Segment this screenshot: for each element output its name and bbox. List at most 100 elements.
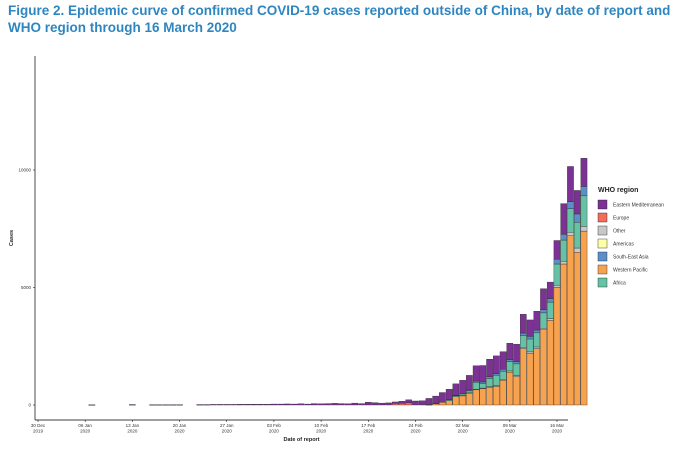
bar-segment <box>520 348 527 406</box>
x-tick-label: 06 Jan <box>78 423 92 428</box>
bar-segment <box>506 359 514 362</box>
bar-segment <box>412 400 419 406</box>
bar-segment <box>196 404 204 406</box>
x-tick-label: 16 Mar <box>550 423 565 428</box>
bar-segment <box>573 247 581 253</box>
x-tick-year: 2020 <box>458 429 469 434</box>
bar-segment <box>520 347 527 349</box>
bar-segment <box>486 387 493 406</box>
x-tick-label: 02 Mar <box>456 423 471 428</box>
x-tick-year: 2020 <box>175 429 186 434</box>
bar-segment <box>149 404 156 406</box>
legend-swatch <box>597 225 608 236</box>
bar-segment <box>331 403 338 406</box>
bar-segment <box>526 338 534 353</box>
x-tick-label: 24 Feb <box>408 423 423 428</box>
bar-segment <box>533 332 541 348</box>
bar-segment <box>263 404 271 406</box>
bar-segment <box>338 403 345 406</box>
bar-segment <box>230 404 237 406</box>
x-tick-year: 2020 <box>316 429 327 434</box>
bar-segment <box>479 383 487 389</box>
x-tick-year: 2020 <box>127 429 138 434</box>
bar-segment <box>162 404 170 406</box>
bar-segment <box>553 263 561 286</box>
bar-segment <box>526 336 534 340</box>
bar-segment <box>445 389 453 401</box>
bar-segment <box>479 381 487 384</box>
bar-segment <box>223 404 231 406</box>
bar-segment <box>526 319 534 337</box>
bar-segment <box>513 376 520 406</box>
legend-swatch <box>597 251 608 262</box>
bar-segment <box>506 343 514 360</box>
bar-segment <box>540 329 547 406</box>
bar-segment <box>553 240 561 260</box>
bar-segment <box>506 371 514 406</box>
bar-segment <box>520 332 527 336</box>
bar-segment <box>209 404 217 406</box>
bar-segment <box>580 186 588 197</box>
bar-segment <box>560 203 568 235</box>
bar-segment <box>580 158 588 187</box>
bar-segment <box>546 301 554 319</box>
bar-segment <box>520 335 527 348</box>
bar-segment <box>405 402 412 406</box>
y-tick-label: 5000 <box>21 285 32 290</box>
bar-segment <box>466 375 473 391</box>
bar-segment <box>567 201 574 209</box>
bar-segment <box>513 343 520 362</box>
bar-segment <box>533 329 541 334</box>
bar-segment <box>391 403 399 406</box>
bar-segment <box>257 404 264 406</box>
bar-segment <box>203 404 210 406</box>
x-axis-title: Date of report <box>283 437 319 443</box>
bar-segment <box>546 281 554 299</box>
bar-segment <box>432 395 439 404</box>
bar-segment <box>317 403 325 406</box>
bar-segment <box>553 287 561 406</box>
bar-segment <box>520 314 527 334</box>
bar-segment <box>546 318 554 321</box>
bar-segment <box>311 403 318 406</box>
legend-swatch <box>597 277 608 288</box>
x-tick-year: 2020 <box>269 429 280 434</box>
bar-segment <box>580 195 588 227</box>
bar-segment <box>540 312 547 329</box>
bar-segment <box>499 380 507 406</box>
x-tick-year: 2020 <box>363 429 374 434</box>
bar-segment <box>560 263 568 406</box>
x-tick-label: 27 Jan <box>220 423 234 428</box>
bar-segment <box>452 383 460 396</box>
bar-segment <box>506 361 514 372</box>
bar-segment <box>297 403 305 406</box>
bar-segment <box>459 395 466 406</box>
figure-title: Figure 2. Epidemic curve of confirmed CO… <box>8 3 671 35</box>
bar-segment <box>364 402 372 406</box>
x-tick-year: 2020 <box>410 429 421 434</box>
x-tick-label: 03 Feb <box>267 423 282 428</box>
legend-label: Europe <box>613 216 629 222</box>
legend-label: Americas <box>613 242 634 248</box>
bar-segment <box>445 400 453 406</box>
bar-segment <box>499 351 507 370</box>
bar-segment <box>391 401 399 404</box>
bar-segment <box>358 403 365 406</box>
x-tick-label: 17 Feb <box>361 423 376 428</box>
bar-segment <box>493 355 500 374</box>
bar-segment <box>486 378 493 387</box>
bar-segment <box>129 404 136 406</box>
bar-segment <box>513 363 520 376</box>
bar-segment <box>472 382 480 390</box>
bar-segment <box>472 380 480 383</box>
bar-segment <box>371 402 379 406</box>
bar-segment <box>88 404 96 406</box>
bar-segment <box>236 404 244 406</box>
bar-segment <box>567 232 574 236</box>
bar-segment <box>486 358 493 377</box>
bar-segment <box>553 284 561 288</box>
bar-segment <box>479 388 487 406</box>
legend-label: Western Pacific <box>613 268 648 274</box>
bar-segment <box>553 259 561 265</box>
